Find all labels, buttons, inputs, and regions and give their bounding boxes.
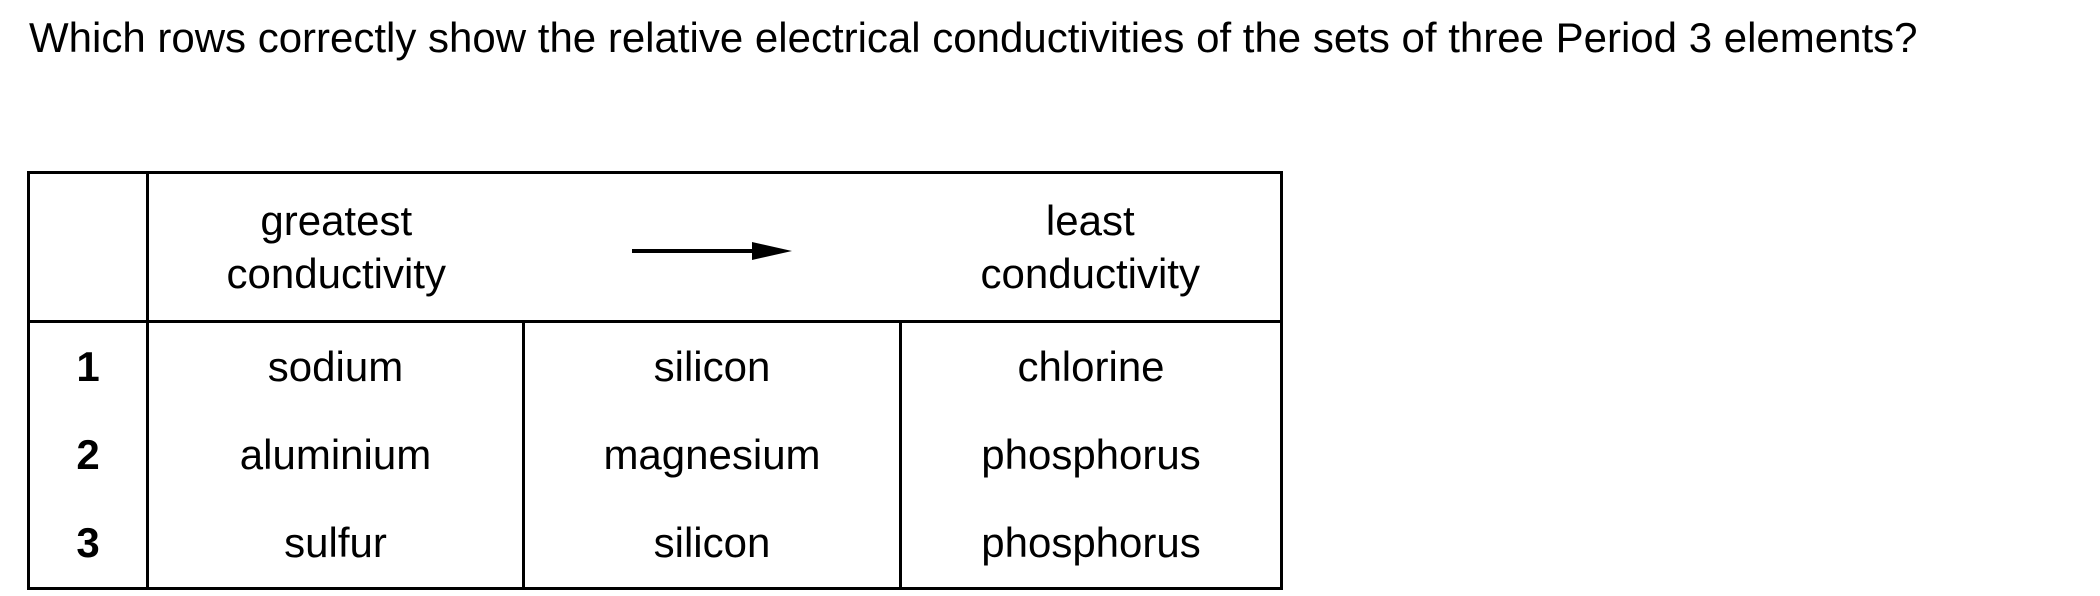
row-cell-middle: magnesium xyxy=(522,411,902,499)
row-cell-least: phosphorus xyxy=(899,499,1283,590)
header-arrow-cell xyxy=(523,171,901,323)
header-greatest-cell: greatest conductivity xyxy=(146,171,524,323)
header-greatest-line1: greatest xyxy=(260,197,413,244)
header-greatest-line2: conductivity xyxy=(226,250,446,297)
header-least-line2: conductivity xyxy=(980,250,1200,297)
arrow-right-icon xyxy=(630,223,794,275)
header-least-line1: least xyxy=(1045,197,1135,244)
row-cell-least: chlorine xyxy=(899,321,1283,411)
row-cell-middle: silicon xyxy=(522,321,902,411)
row-cell-greatest: aluminium xyxy=(146,411,525,499)
header-empty-cell xyxy=(27,171,149,323)
table-row: 2 aluminium magnesium phosphorus xyxy=(27,411,1283,499)
row-number: 1 xyxy=(27,321,149,411)
row-cell-middle: silicon xyxy=(522,499,902,590)
row-number: 3 xyxy=(27,499,149,590)
row-cell-greatest: sodium xyxy=(146,321,525,411)
conductivity-table: greatest conductivity least conductivity… xyxy=(27,171,1283,590)
question-text: Which rows correctly show the relative e… xyxy=(29,14,1918,61)
table-row: 3 sulfur silicon phosphorus xyxy=(27,499,1283,590)
row-cell-greatest: sulfur xyxy=(146,499,525,590)
header-least-cell: least conductivity xyxy=(900,171,1283,323)
row-cell-least: phosphorus xyxy=(899,411,1283,499)
row-number: 2 xyxy=(27,411,149,499)
table-header-row: greatest conductivity least conductivity xyxy=(27,171,1283,323)
table-row: 1 sodium silicon chlorine xyxy=(27,321,1283,411)
